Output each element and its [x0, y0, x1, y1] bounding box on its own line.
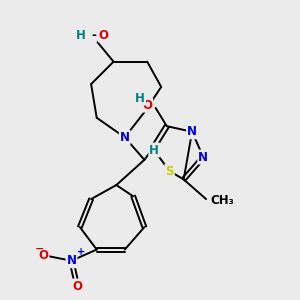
- Text: −: −: [34, 244, 44, 254]
- Text: S: S: [165, 164, 174, 178]
- Text: H: H: [135, 92, 145, 105]
- Text: O: O: [72, 280, 82, 292]
- Text: O: O: [142, 99, 152, 112]
- Text: -: -: [92, 28, 96, 41]
- Text: CH₃: CH₃: [210, 194, 234, 207]
- Text: O: O: [38, 249, 48, 262]
- Text: H: H: [76, 28, 86, 41]
- Text: N: N: [187, 125, 197, 138]
- Text: N: N: [120, 131, 130, 144]
- Text: +: +: [76, 247, 85, 256]
- Text: H: H: [149, 143, 159, 157]
- Text: O: O: [99, 28, 109, 41]
- Text: N: N: [198, 151, 208, 164]
- Text: N: N: [67, 254, 76, 267]
